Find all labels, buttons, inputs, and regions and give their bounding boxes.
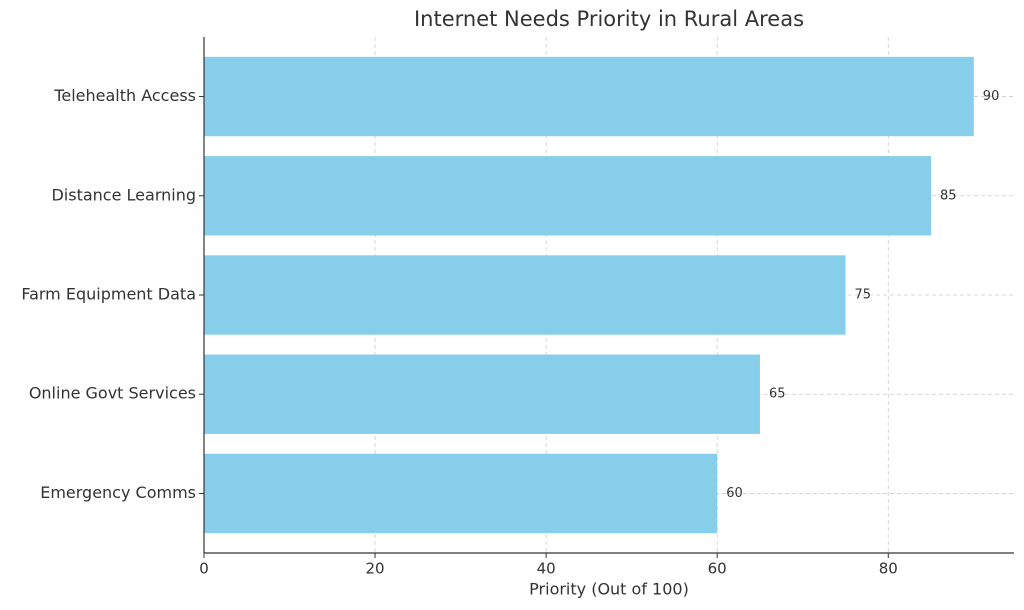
y-tick-label: Distance Learning (51, 185, 196, 204)
bar (204, 255, 846, 335)
value-label: 90 (983, 89, 1000, 104)
x-tick-label: 80 (879, 560, 898, 578)
x-tick-label: 40 (537, 560, 556, 578)
x-tick-label: 20 (366, 560, 385, 578)
x-axis-label: Priority (Out of 100) (529, 580, 689, 599)
chart-title: Internet Needs Priority in Rural Areas (414, 7, 804, 31)
value-label: 75 (854, 288, 871, 303)
y-tick-label: Online Govt Services (29, 384, 196, 403)
y-tick-label: Telehealth Access (53, 86, 196, 105)
bar (204, 453, 718, 534)
value-label: 85 (940, 188, 957, 203)
x-tick-label: 60 (708, 560, 727, 578)
value-label: 65 (769, 387, 786, 402)
bar (204, 354, 760, 434)
bar (204, 156, 932, 236)
y-tick-label: Farm Equipment Data (21, 285, 196, 304)
x-tick-label: 0 (199, 560, 209, 578)
value-label: 60 (726, 486, 743, 501)
bar (204, 56, 974, 137)
y-tick-label: Emergency Comms (40, 483, 196, 502)
